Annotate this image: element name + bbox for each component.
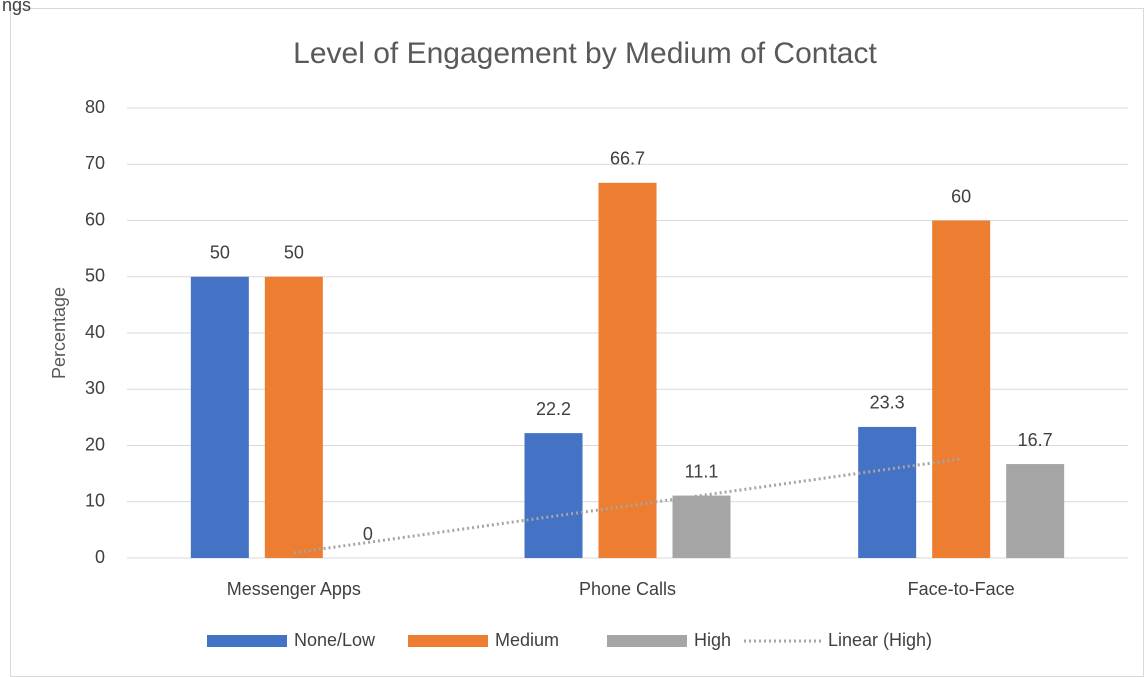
- y-tick-label: 0: [95, 547, 105, 567]
- legend-label: Linear (High): [828, 630, 932, 650]
- bar: [858, 426, 917, 558]
- data-label: 50: [210, 243, 230, 263]
- legend-label: Medium: [495, 630, 559, 650]
- data-label: 66.7: [610, 149, 645, 169]
- y-tick-label: 40: [85, 322, 105, 342]
- x-tick-label: Messenger Apps: [227, 579, 361, 599]
- y-tick-label: 70: [85, 153, 105, 173]
- bar: [190, 276, 249, 558]
- y-tick-label: 10: [85, 491, 105, 511]
- chart-title: Level of Engagement by Medium of Contact: [293, 37, 877, 70]
- bar: [1006, 464, 1065, 558]
- data-label: 16.7: [1018, 430, 1053, 450]
- y-tick-label: 20: [85, 434, 105, 454]
- legend-label: None/Low: [294, 630, 376, 650]
- legend-label: High: [694, 630, 731, 650]
- bar: [672, 495, 731, 558]
- legend-swatch: [408, 635, 488, 647]
- data-label: 11.1: [685, 461, 719, 481]
- bar: [264, 276, 323, 558]
- y-tick-label: 30: [85, 378, 105, 398]
- legend-swatch: [207, 635, 287, 647]
- data-label: 50: [284, 243, 304, 263]
- data-label: 22.2: [536, 399, 571, 419]
- y-axis-label: Percentage: [49, 287, 69, 379]
- legend-swatch: [607, 635, 687, 647]
- caption: ngs: [2, 0, 31, 15]
- y-tick-label: 80: [85, 97, 105, 117]
- y-tick-label: 50: [85, 266, 105, 286]
- y-tick-label: 60: [85, 209, 105, 229]
- bar: [524, 433, 583, 558]
- trendline: [293, 457, 962, 555]
- x-tick-label: Phone Calls: [579, 579, 676, 599]
- x-tick-label: Face-to-Face: [908, 579, 1015, 599]
- bar: [598, 182, 657, 558]
- data-label: 0: [363, 524, 373, 544]
- bar: [932, 220, 991, 558]
- data-label: 23.3: [870, 393, 905, 413]
- data-label: 60: [951, 186, 971, 206]
